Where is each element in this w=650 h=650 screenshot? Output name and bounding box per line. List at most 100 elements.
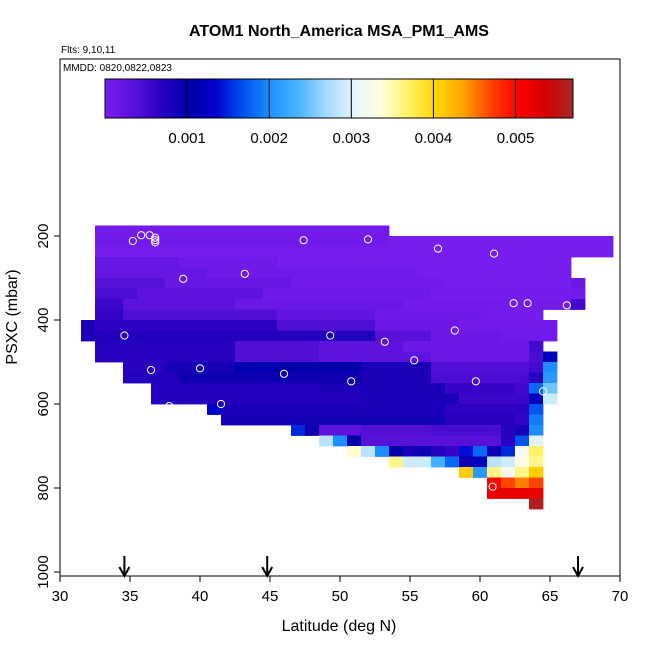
colorbar-swatch <box>281 79 284 118</box>
colorbar-swatch <box>565 79 568 118</box>
colorbar-swatch <box>145 79 148 118</box>
colorbar-swatch <box>425 79 428 118</box>
colorbar-swatch <box>299 79 302 118</box>
colorbar-swatch <box>511 79 514 118</box>
colorbar-swatch <box>269 79 272 118</box>
colorbar-swatch <box>507 79 510 118</box>
heatmap-cell <box>207 267 418 279</box>
colorbar-swatch <box>551 79 554 118</box>
colorbar-swatch <box>545 79 548 118</box>
colorbar-swatch <box>237 79 240 118</box>
colorbar-swatch <box>309 79 312 118</box>
heatmap-cell <box>179 372 362 384</box>
colorbar-swatch <box>555 79 558 118</box>
heatmap-cell <box>375 309 488 321</box>
sample-point <box>489 249 499 258</box>
colorbar-swatch <box>177 79 180 118</box>
heatmap-cell <box>473 467 488 478</box>
colorbar-swatch <box>183 79 186 118</box>
colorbar-swatch <box>431 79 434 118</box>
colorbar-swatch <box>297 79 300 118</box>
y-axis: 200 400 600 800 1000 <box>35 59 61 589</box>
colorbar-swatch <box>119 79 122 118</box>
heatmap-cell <box>361 393 460 405</box>
colorbar-swatch <box>285 79 288 118</box>
x-tick-label: 55 <box>402 588 419 605</box>
colorbar-swatch <box>291 79 294 118</box>
colorbar-swatch <box>259 79 262 118</box>
colorbar-swatch <box>189 79 192 118</box>
colorbar-swatch <box>241 79 244 118</box>
colorbar-swatch <box>477 79 480 118</box>
colorbar-swatch <box>301 79 304 118</box>
colorbar-swatch <box>127 79 130 118</box>
colorbar-swatch <box>169 79 172 118</box>
colorbar-swatch <box>147 79 150 118</box>
colorbar-swatch <box>515 79 518 118</box>
colorbar-swatch <box>433 79 436 118</box>
x-tick-label: 50 <box>332 588 349 605</box>
heatmap-cell <box>501 435 516 447</box>
sample-point <box>488 482 497 491</box>
colorbar-swatch <box>341 79 344 118</box>
sample-point <box>146 365 156 375</box>
colorbar-swatch <box>527 79 530 118</box>
heatmap-cell <box>445 383 516 394</box>
colorbar-swatch <box>451 79 454 118</box>
colorbar-swatch <box>485 79 488 118</box>
sample-point <box>509 299 518 308</box>
colorbar-swatch <box>267 79 270 118</box>
colorbar-swatch <box>509 79 512 118</box>
heatmap-cell <box>515 383 530 394</box>
colorbar-swatch <box>461 79 464 118</box>
sample-point <box>279 369 289 378</box>
colorbar-swatch <box>447 79 450 118</box>
colorbar-swatch <box>135 79 138 118</box>
heatmap-cell <box>529 341 544 352</box>
colorbar-swatch <box>207 79 210 118</box>
colorbar-swatch <box>125 79 128 118</box>
x-tick-label: 45 <box>262 588 279 605</box>
colorbar-swatch <box>481 79 484 118</box>
heatmap-cell <box>529 435 544 447</box>
colorbar-swatch <box>161 79 164 118</box>
colorbar-swatch <box>443 79 446 118</box>
heatmap-cell <box>431 288 572 300</box>
colorbar-swatch <box>387 79 390 118</box>
colorbar-swatch <box>143 79 146 118</box>
x-tick-label: 40 <box>192 588 209 605</box>
colorbar-swatch <box>497 79 500 118</box>
colorbar-swatch <box>195 79 198 118</box>
heatmap-cell <box>95 257 180 268</box>
heatmap-cell <box>403 456 432 468</box>
colorbar-swatch <box>305 79 308 118</box>
colorbar-swatch <box>501 79 504 118</box>
sample-point <box>552 413 562 422</box>
sample-point <box>128 236 137 246</box>
heatmap-cell <box>277 320 376 331</box>
colorbar-swatch <box>307 79 310 118</box>
heatmap-cell <box>501 456 516 468</box>
heatmap-cell <box>375 320 460 331</box>
colorbar-swatch <box>413 79 416 118</box>
colorbar-swatch <box>171 79 174 118</box>
colorbar-swatch <box>441 79 444 118</box>
colorbar-swatch <box>321 79 324 118</box>
heatmap-cell <box>319 425 362 436</box>
sample-point <box>151 233 160 242</box>
colorbar-swatch <box>205 79 208 118</box>
colorbar-swatch <box>165 79 168 118</box>
colorbar-swatch <box>213 79 216 118</box>
heatmap-cell <box>445 404 530 415</box>
colorbar-swatch <box>369 79 372 118</box>
colorbar-swatch <box>467 79 470 118</box>
y-tick-label: 600 <box>35 391 52 416</box>
heatmap-cell <box>459 456 474 468</box>
colorbar-tick-label: 0.003 <box>333 130 371 147</box>
colorbar-swatch <box>273 79 276 118</box>
heatmap-cell <box>347 446 362 457</box>
heatmap-cell <box>515 456 530 468</box>
colorbar-swatch <box>227 79 230 118</box>
colorbar-swatch <box>289 79 292 118</box>
colorbar-swatch <box>377 79 380 118</box>
